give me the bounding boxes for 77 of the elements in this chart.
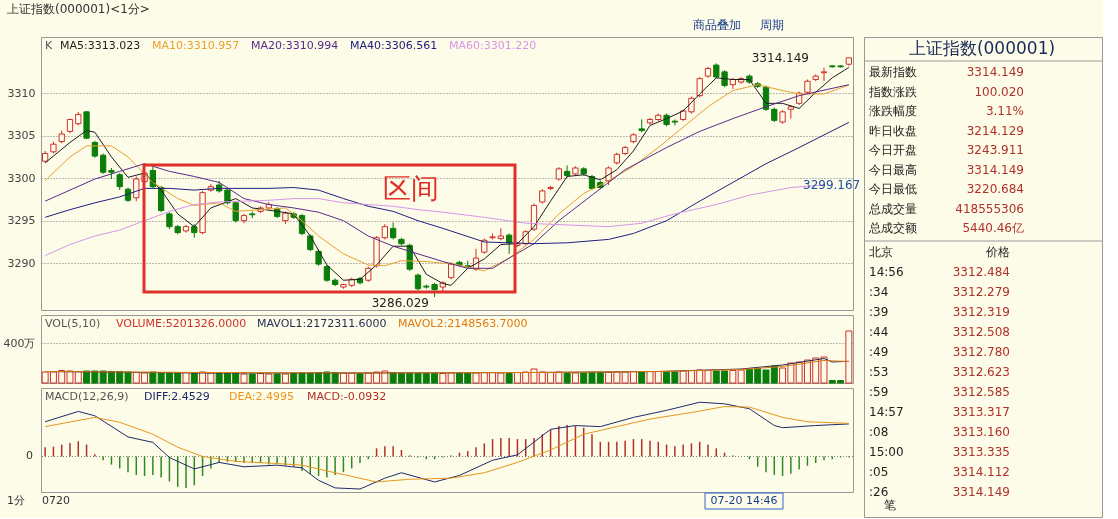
chart-title: VOL(5,10)	[45, 317, 101, 330]
text: 3314.149	[952, 485, 1010, 499]
text: :39	[869, 305, 889, 319]
text: :44	[869, 325, 889, 339]
text: 3243.911	[966, 143, 1024, 157]
text: 3314.149	[966, 65, 1024, 79]
chart-title: 上证指数(000001)<1分>	[7, 2, 150, 16]
text: MAVOL1:2172311.6000	[257, 317, 387, 330]
text: 今日最低	[869, 182, 917, 196]
text: MAVOL2:2148563.7000	[398, 317, 528, 330]
y-tick-label: 3290	[7, 256, 36, 270]
text: :05	[869, 465, 889, 479]
text: 3314.112	[952, 465, 1010, 479]
text: :34	[869, 285, 889, 299]
text: 07-20 14:46	[710, 494, 778, 507]
text: :26	[869, 485, 889, 499]
text: 最新指数	[869, 65, 917, 79]
legend-title: K	[45, 39, 53, 52]
text: MA40:3306.561	[350, 39, 438, 52]
text: 14:56	[869, 265, 904, 279]
text: 3.11%	[985, 104, 1024, 118]
text: 指数涨跌	[868, 84, 917, 99]
text: 3312.508	[952, 325, 1010, 339]
text: 3313.335	[952, 445, 1010, 459]
text: DEA:2.4995	[229, 390, 294, 403]
y-tick-label: 3300	[7, 171, 36, 185]
text: 周期	[760, 18, 784, 32]
text: 今日开盘	[869, 143, 917, 157]
text: 涨跌幅度	[869, 104, 917, 118]
text: DIFF:2.4529	[144, 390, 210, 403]
text: :08	[869, 425, 889, 439]
annotation: 3299.167	[803, 178, 861, 192]
text: MACD:-0.0932	[307, 390, 387, 403]
text: 3312.780	[952, 345, 1010, 359]
text: MA5:3313.023	[60, 39, 141, 52]
text: 14:57	[869, 405, 904, 419]
chart-title: MACD(12,26,9)	[45, 390, 129, 403]
text: 总成交额	[868, 221, 917, 235]
text: 3312.623	[952, 365, 1010, 379]
text: 商品叠加	[693, 18, 741, 32]
text: :59	[869, 385, 889, 399]
text: 0	[26, 449, 33, 462]
text: 上证指数(000001)	[908, 38, 1056, 58]
text: MA20:3310.994	[251, 39, 339, 52]
text: 0720	[42, 494, 70, 507]
text: 3312.279	[952, 285, 1010, 299]
text: 昨日收盘	[869, 123, 917, 138]
text: VOLUME:5201326.0000	[116, 317, 247, 330]
annotation: 区间	[383, 172, 439, 205]
text: :49	[869, 345, 889, 359]
text: 价格	[985, 245, 1010, 259]
text: 15:00	[869, 445, 904, 459]
text: 3313.160	[952, 425, 1010, 439]
text: 北京	[869, 245, 893, 259]
text: 3313.317	[952, 405, 1010, 419]
text: 100.020	[974, 84, 1024, 99]
y-tick-label: 3310	[7, 86, 36, 100]
text: 3312.319	[952, 305, 1010, 319]
text: 3312.585	[952, 385, 1010, 399]
text: 3312.484	[952, 265, 1010, 279]
text: 3314.149	[966, 162, 1024, 177]
text: :53	[869, 365, 889, 379]
y-tick-label: 3295	[7, 214, 36, 228]
text: 总成交量	[868, 201, 917, 216]
text: 笔	[884, 498, 896, 512]
text: 5440.46亿	[962, 221, 1024, 235]
text: 3220.684	[966, 182, 1024, 196]
text: 418555306	[955, 201, 1024, 216]
text: 今日最高	[869, 162, 917, 177]
y-tick-label: 400万	[3, 336, 36, 350]
text: MA10:3310.957	[152, 39, 240, 52]
text: MA60:3301.220	[449, 39, 537, 52]
text: 1分	[7, 494, 25, 507]
annotation: 3286.029	[371, 296, 429, 310]
y-tick-label: 3305	[7, 129, 36, 143]
annotation: 3314.149	[751, 51, 809, 65]
text: 3214.129	[966, 123, 1024, 138]
